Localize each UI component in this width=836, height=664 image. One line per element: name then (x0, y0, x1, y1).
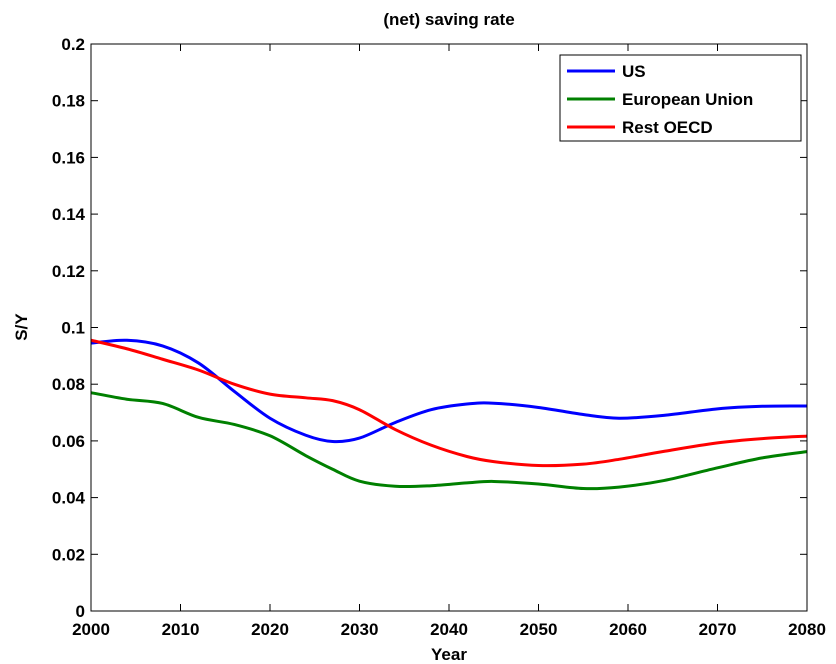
x-tick-label: 2080 (788, 620, 826, 639)
x-tick-label: 2020 (251, 620, 289, 639)
x-tick-label: 2030 (341, 620, 379, 639)
legend-label-european-union: European Union (622, 90, 753, 109)
ticks-layer: 2000 2010 2020 2030 2040 2050 2060 2070 2080 0 0.0… (52, 35, 826, 639)
x-tick-label: 2000 (72, 620, 110, 639)
y-axis-label: S/Y (12, 313, 31, 341)
x-axis-label: Year (431, 645, 467, 664)
x-tick-label: 2070 (699, 620, 737, 639)
y-tick-label: 0.06 (52, 432, 85, 451)
y-tick-label: 0.1 (61, 319, 85, 338)
y-tick-label: 0.12 (52, 262, 85, 281)
chart-title: (net) saving rate (383, 10, 514, 29)
series-line-rest-oecd (90, 338, 808, 468)
x-tick-label: 2010 (162, 620, 200, 639)
series-line-us (90, 338, 808, 444)
x-tick-label: 2050 (520, 620, 558, 639)
y-tick-label: 0.2 (61, 35, 85, 54)
series-layer (90, 338, 808, 491)
legend-label-us: US (622, 62, 646, 81)
y-tick-label: 0.04 (52, 489, 86, 508)
x-tick-label: 2060 (609, 620, 647, 639)
series-line-european-union (90, 391, 808, 491)
y-tick-label: 0 (76, 602, 85, 621)
y-tick-label: 0.02 (52, 545, 85, 564)
y-tick-label: 0.08 (52, 375, 85, 394)
x-tick-label: 2040 (430, 620, 468, 639)
legend-label-rest-oecd: Rest OECD (622, 118, 713, 137)
legend: US European Union Rest OECD (559, 54, 802, 142)
y-tick-label: 0.16 (52, 148, 85, 167)
y-tick-label: 0.18 (52, 92, 85, 111)
y-tick-label: 0.14 (52, 205, 86, 224)
